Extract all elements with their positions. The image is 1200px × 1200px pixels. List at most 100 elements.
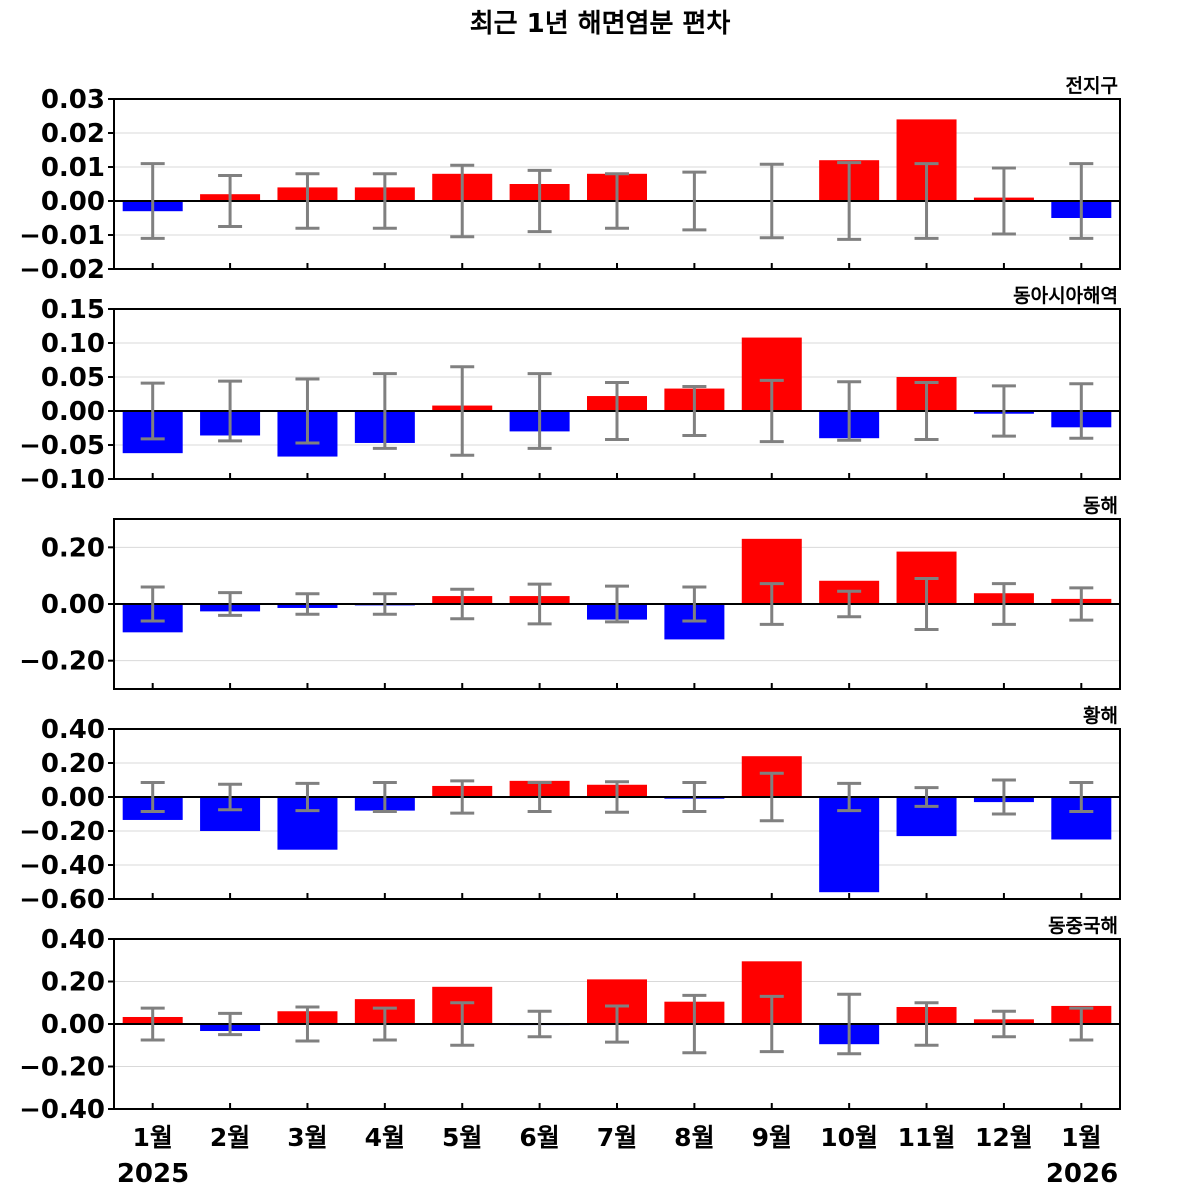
x-tick-label: 8월 <box>674 1123 714 1152</box>
error-bar <box>1069 781 1094 813</box>
y-tick-label: −0.20 <box>19 647 105 677</box>
error-bar <box>759 582 784 626</box>
x-tick-label: 11월 <box>898 1123 956 1152</box>
error-bar <box>759 771 784 823</box>
y-tick-label: 0.20 <box>41 533 105 563</box>
x-axis: 1월 2월 3월 4월 5월 6월 7월 8월 9월 10월 11월 12월 1월 <box>132 1123 1101 1152</box>
error-bar <box>218 1011 243 1037</box>
x-tick-label: 9월 <box>752 1123 792 1152</box>
year-end-label: 2026 <box>1046 1159 1118 1189</box>
y-tick-label: 0.00 <box>41 590 105 620</box>
y-tick-label: 0.00 <box>41 397 105 427</box>
x-tick-label: 4월 <box>365 1123 405 1152</box>
error-bar <box>914 786 939 808</box>
error-bar <box>682 170 707 232</box>
error-bar <box>682 585 707 623</box>
error-bar <box>991 1009 1016 1039</box>
error-bar <box>914 1001 939 1047</box>
error-bar <box>605 780 629 814</box>
x-tick-label: 1월 <box>132 1123 172 1152</box>
y-tick-label: 0.15 <box>41 295 105 325</box>
y-tick-label: −0.20 <box>19 1053 105 1083</box>
x-tick-label: 1월 <box>1061 1123 1101 1152</box>
y-tick-label: 0.05 <box>41 363 105 393</box>
error-bar <box>837 992 862 1056</box>
bar <box>819 797 880 893</box>
x-tick-label: 5월 <box>442 1123 482 1152</box>
error-bar <box>759 994 784 1054</box>
error-bar <box>295 377 320 445</box>
error-bar <box>295 1005 320 1043</box>
error-bar <box>682 781 707 813</box>
error-bar <box>450 779 475 815</box>
error-bar <box>759 378 784 444</box>
error-bar <box>914 577 939 631</box>
error-bar <box>682 385 707 437</box>
x-tick-label: 12월 <box>975 1123 1033 1152</box>
error-bar <box>372 172 397 230</box>
error-bar <box>991 166 1016 236</box>
y-tick-label: 0.20 <box>41 968 105 998</box>
x-tick-label: 2월 <box>210 1123 250 1152</box>
x-tick-label: 3월 <box>287 1123 327 1152</box>
y-tick-label: −0.02 <box>19 255 105 285</box>
panel-2: −0.10 −0.05 0.00 0.05 0.10 0.15 동아시아해역 <box>19 285 1121 495</box>
error-bar <box>605 584 629 624</box>
panel-title: 동해 <box>1083 495 1118 517</box>
y-tick-label: −0.40 <box>19 1095 105 1125</box>
panel-frame <box>113 728 1121 900</box>
error-bar <box>295 172 320 230</box>
y-tick-label: 0.00 <box>41 783 105 813</box>
y-tick-label: −0.40 <box>19 851 105 881</box>
y-tick-label: −0.20 <box>19 817 105 847</box>
error-bar <box>140 781 165 813</box>
y-tick-label: −0.05 <box>19 431 105 461</box>
panel-title: 동중국해 <box>1048 915 1118 937</box>
y-tick-label: 0.40 <box>41 925 105 955</box>
y-tick-label: 0.40 <box>41 715 105 745</box>
y-tick-label: 0.20 <box>41 749 105 779</box>
x-tick-label: 7월 <box>597 1123 637 1152</box>
error-bar <box>372 1006 397 1042</box>
y-tick-label: −0.60 <box>19 885 105 915</box>
panel-5: −0.40 −0.20 0.00 0.20 0.40 동중국해 <box>19 915 1121 1125</box>
error-bar <box>682 993 707 1055</box>
y-tick-label: 0.03 <box>41 85 105 115</box>
error-bar <box>837 161 862 241</box>
error-bar <box>140 1006 165 1042</box>
error-bar <box>527 168 552 234</box>
error-bar <box>450 587 475 621</box>
y-tick-label: 0.00 <box>41 1010 105 1040</box>
error-bar <box>759 162 784 240</box>
panel-title: 전지구 <box>1066 75 1118 97</box>
error-bar <box>991 778 1016 816</box>
panel-4: −0.60 −0.40 −0.20 0.00 0.20 0.40 황해 <box>19 704 1121 915</box>
year-start-label: 2025 <box>117 1159 189 1189</box>
error-bar <box>1069 382 1094 440</box>
error-bar <box>1069 586 1094 622</box>
error-bar <box>1069 1006 1094 1042</box>
error-bar <box>1069 162 1094 240</box>
panels: −0.02 −0.01 0.00 0.01 0.02 0.03 전지구 −0.10 −0.05 0… <box>19 75 1121 1125</box>
error-bar <box>450 365 475 457</box>
error-bar <box>372 372 397 450</box>
y-tick-label: −0.10 <box>19 465 105 495</box>
error-bar <box>991 384 1016 438</box>
panel-1: −0.02 −0.01 0.00 0.01 0.02 0.03 전지구 <box>19 75 1121 285</box>
y-tick-label: 0.00 <box>41 187 105 217</box>
error-bar <box>605 1004 629 1044</box>
panel-title: 동아시아해역 <box>1013 285 1118 307</box>
error-bar <box>527 372 552 450</box>
x-tick-label: 10월 <box>820 1123 878 1152</box>
error-bar <box>295 781 320 813</box>
error-bar <box>527 781 552 813</box>
error-bar <box>140 162 165 240</box>
error-bar <box>295 592 320 616</box>
error-bar <box>837 380 862 442</box>
error-bar <box>140 381 165 441</box>
x-tick-label: 6월 <box>519 1123 559 1152</box>
error-bar <box>914 162 939 240</box>
y-tick-label: 0.10 <box>41 329 105 359</box>
error-bar <box>837 781 862 813</box>
